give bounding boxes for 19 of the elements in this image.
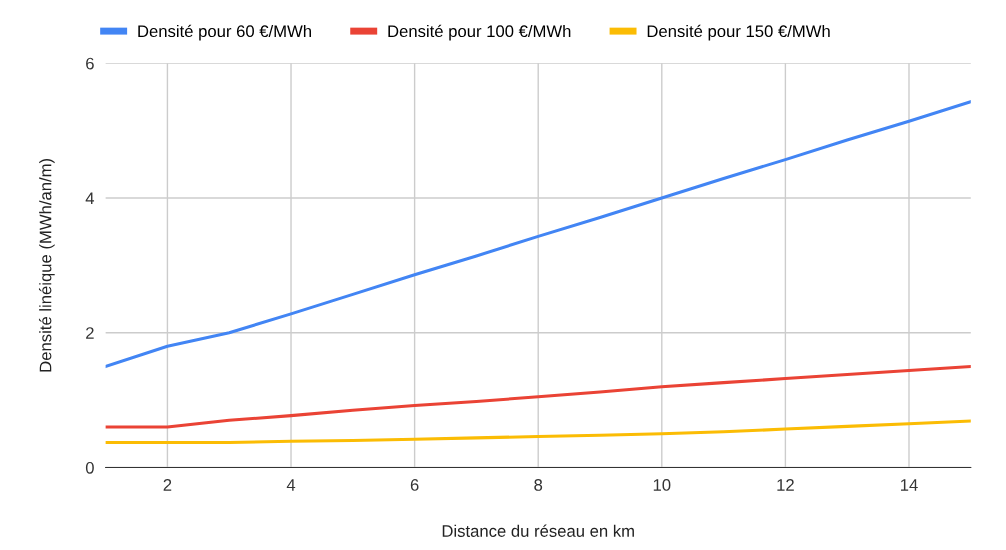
line-series (105, 100, 971, 368)
y-tick-label: 0 (85, 461, 94, 474)
x-tick-label: 8 (534, 479, 543, 491)
y-tick-label: 4 (85, 192, 95, 205)
line-series (105, 419, 971, 445)
x-axis-title: Distance du réseau en km (442, 524, 634, 537)
legend-label: Densité pour 150 €/MWh (647, 24, 830, 41)
y-axis-title: Densité linéique (MWh/an/m) (38, 158, 55, 372)
y-tick-label: 2 (86, 327, 94, 339)
line-series (105, 364, 971, 429)
x-tick-label: 2 (163, 479, 172, 491)
legend-label: Densité pour 60 €/MWh (138, 24, 311, 41)
x-tick-label: 12 (777, 479, 794, 491)
x-tick-label: 10 (653, 479, 671, 491)
legend-label: Densité pour 100 €/MWh (388, 24, 571, 41)
y-tick-label: 6 (86, 57, 94, 70)
x-tick-label: 6 (410, 479, 419, 491)
x-tick-label: 4 (286, 479, 296, 491)
x-tick-label: 14 (901, 479, 918, 491)
